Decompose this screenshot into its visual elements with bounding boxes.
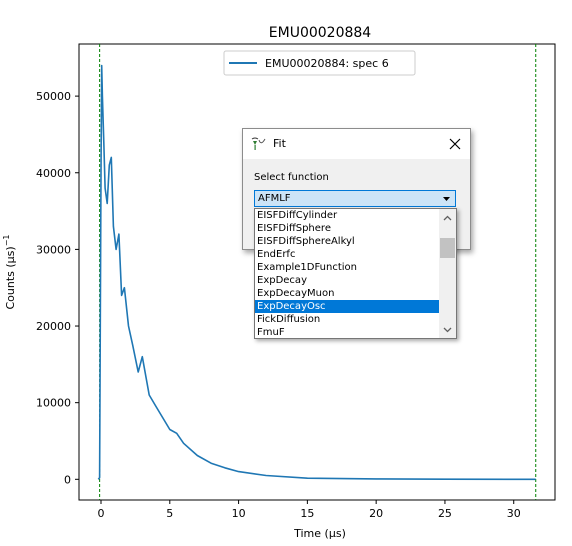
x-tick-label: 0 bbox=[98, 507, 105, 520]
function-option[interactable]: EISFDiffSphereAlkyl bbox=[257, 236, 355, 247]
chevron-up-icon bbox=[443, 215, 452, 220]
close-button[interactable] bbox=[440, 129, 470, 159]
x-axis-ticks: 0 5 10 15 20 25 30 bbox=[98, 500, 521, 520]
y-tick-label: 30000 bbox=[36, 243, 71, 256]
function-option[interactable]: ExpDecayOsc bbox=[255, 300, 440, 313]
series-line-spec-6 bbox=[97, 64, 536, 481]
x-tick-label: 30 bbox=[507, 507, 521, 520]
select-function-label: Select function bbox=[254, 172, 329, 183]
y-axis-label: Counts (μs)−1 bbox=[2, 234, 17, 309]
y-tick-label: 40000 bbox=[36, 167, 71, 180]
legend-box bbox=[223, 50, 416, 76]
scroll-down-button[interactable] bbox=[439, 321, 456, 338]
function-options: EISFDiffCylinder EISFDiffSphere EISFDiffSp… bbox=[255, 209, 440, 338]
y-axis-ticks: 0 10000 20000 30000 40000 50000 bbox=[36, 90, 79, 486]
plot-title: EMU00020884 bbox=[269, 25, 372, 41]
y-tick-label: 50000 bbox=[36, 90, 71, 103]
function-dropdown-list[interactable]: EISFDiffCylinder EISFDiffSphere EISFDiffSp… bbox=[254, 208, 457, 339]
x-tick-label: 5 bbox=[166, 507, 173, 520]
scroll-up-button[interactable] bbox=[439, 209, 456, 226]
fit-dialog-title: Fit bbox=[273, 137, 286, 150]
function-option[interactable]: FickDiffusion bbox=[257, 314, 321, 325]
x-tick-label: 15 bbox=[300, 507, 314, 520]
x-axis-label: Time (μs) bbox=[293, 527, 346, 540]
y-tick-label: 0 bbox=[64, 473, 71, 486]
function-option[interactable]: EISFDiffSphere bbox=[257, 223, 331, 234]
function-option[interactable]: ExpDecay bbox=[257, 275, 307, 286]
x-tick-label: 20 bbox=[369, 507, 383, 520]
function-select[interactable]: AFMLF bbox=[254, 190, 456, 207]
legend-label: EMU00020884: spec 6 bbox=[265, 57, 389, 70]
scrollbar-thumb[interactable] bbox=[440, 238, 455, 258]
function-option[interactable]: EISFDiffCylinder bbox=[257, 210, 338, 221]
function-select-value: AFMLF bbox=[258, 193, 291, 204]
chevron-down-icon bbox=[443, 327, 452, 332]
x-tick-label: 25 bbox=[438, 507, 452, 520]
dropdown-scrollbar[interactable] bbox=[439, 209, 456, 338]
y-tick-label: 10000 bbox=[36, 397, 71, 410]
function-option[interactable]: EndErfc bbox=[257, 249, 296, 260]
y-tick-label: 20000 bbox=[36, 320, 71, 333]
function-option[interactable]: Example1DFunction bbox=[257, 262, 357, 273]
function-option[interactable]: ExpDecayMuon bbox=[257, 288, 335, 299]
x-tick-label: 10 bbox=[232, 507, 246, 520]
function-option[interactable]: FmuF bbox=[257, 327, 285, 338]
fit-dialog-titlebar[interactable]: Fit bbox=[243, 129, 470, 160]
fit-function-icon bbox=[251, 137, 266, 150]
plot-axes-frame bbox=[78, 43, 556, 501]
dropdown-arrow-icon bbox=[443, 197, 450, 201]
legend[interactable]: EMU00020884: spec 6 bbox=[223, 50, 416, 76]
close-icon bbox=[449, 138, 461, 150]
